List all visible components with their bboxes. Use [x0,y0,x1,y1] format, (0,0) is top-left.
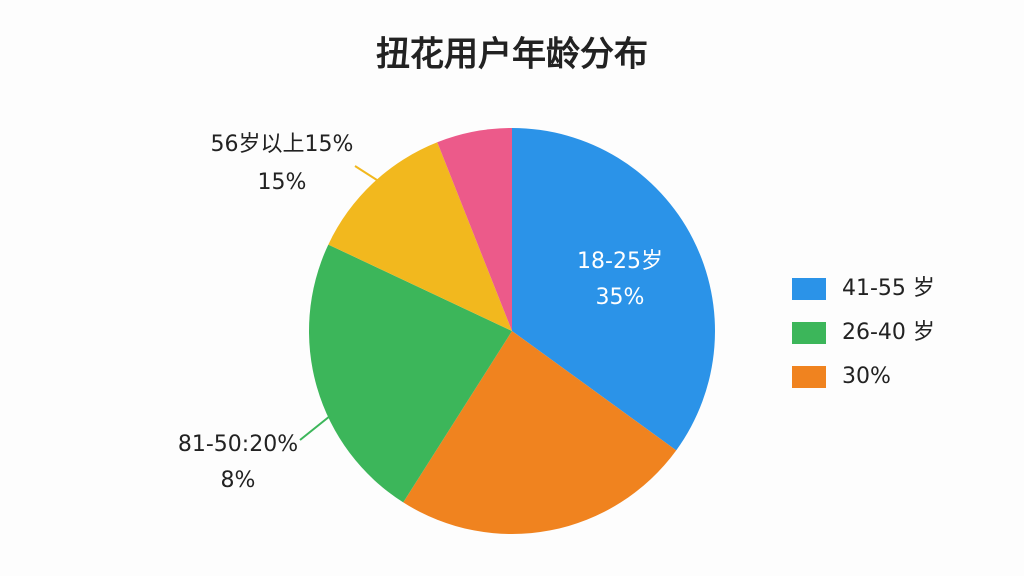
leader-line [299,415,331,441]
slice-label: 18-25岁 [577,249,663,274]
leader-line [354,165,381,183]
pie-slice [437,128,512,331]
legend-swatch [792,322,826,344]
slice-label: 56岁以上15% [211,132,354,157]
slice-label: 15% [258,170,307,195]
legend-label: 41-55 岁 [842,276,935,301]
legend-swatch [792,278,826,300]
chart-title: 扭花用户年龄分布 [376,35,648,75]
pie-slice [308,244,512,503]
pie-slice [403,331,677,534]
legend-label: 26-40 岁 [842,320,935,345]
pie-slice [328,142,512,331]
pie-slice [512,128,715,451]
slice-label: 35% [596,285,645,310]
slice-label: 81-50:20% [178,432,298,457]
slice-label: 8% [221,468,256,493]
legend-swatch [792,366,826,388]
legend-label: 30% [842,364,891,389]
